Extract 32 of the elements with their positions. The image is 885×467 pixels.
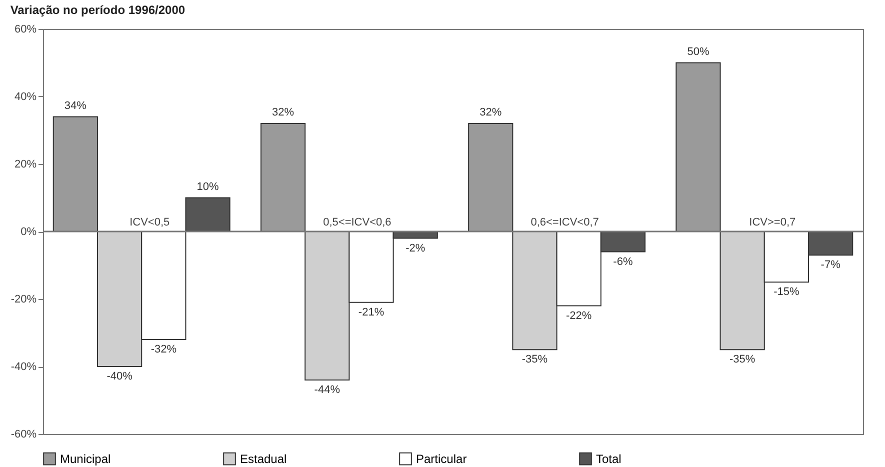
x-tick-label: 0,5<=ICV<0,6: [323, 216, 392, 228]
data-label: 32%: [272, 106, 294, 118]
legend-label: Total: [596, 452, 622, 466]
data-label: -40%: [106, 370, 133, 382]
data-label: -35%: [522, 354, 548, 366]
x-tick-label: ICV<0,5: [130, 216, 170, 228]
data-label: 50%: [687, 46, 710, 58]
legend-label: Particular: [416, 452, 467, 466]
legend-label: Municipal: [60, 452, 111, 466]
data-label: -44%: [314, 384, 340, 396]
data-label: -2%: [406, 242, 426, 254]
data-label: 10%: [196, 180, 219, 193]
legend-label: Estadual: [240, 452, 287, 466]
x-tick-label: ICV>=0,7: [749, 216, 796, 228]
y-tick-label: -40%: [10, 361, 37, 373]
y-tick-label: -20%: [10, 294, 37, 306]
y-tick-label: 40%: [14, 91, 37, 103]
y-tick-label: 0%: [20, 226, 37, 238]
data-label: 32%: [480, 106, 502, 118]
data-label: -21%: [358, 306, 384, 318]
data-label: -6%: [613, 256, 633, 268]
chart-title: Variação no período 1996/2000: [10, 3, 186, 17]
y-tick-label: -60%: [10, 428, 37, 440]
data-label: -35%: [729, 354, 756, 366]
y-tick-label: 20%: [14, 158, 37, 170]
y-tick-label: 60%: [14, 24, 37, 36]
data-label: -32%: [150, 344, 177, 356]
x-tick-label: 0,6<=ICV<0,7: [530, 216, 599, 228]
data-label: -22%: [566, 310, 592, 322]
data-label: 34%: [64, 100, 87, 112]
data-label: -7%: [820, 259, 841, 272]
data-label: -15%: [774, 286, 800, 298]
